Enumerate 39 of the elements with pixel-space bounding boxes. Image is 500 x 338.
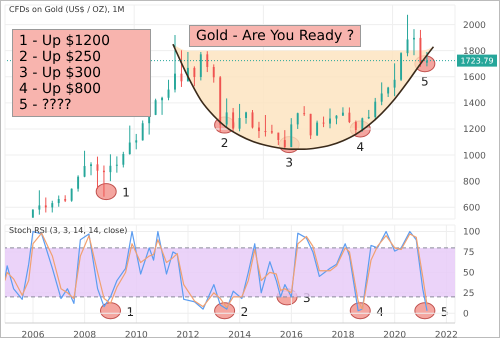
y-tick-label: 75 bbox=[463, 248, 474, 258]
annotation: 3 bbox=[285, 156, 294, 170]
heading-box: Gold - Are You Ready ? bbox=[189, 25, 362, 47]
x-tick-label: 2020 bbox=[383, 330, 406, 338]
ref-line-label: 1723.79 bbox=[460, 56, 494, 66]
annotation: 5 bbox=[421, 74, 429, 89]
annotation: 1 bbox=[122, 186, 130, 200]
y-tick-label: 25 bbox=[463, 288, 474, 299]
annotation: 2 bbox=[240, 304, 248, 319]
annotation: 3 - Up $300 bbox=[19, 65, 102, 81]
y-tick-label: 2000 bbox=[463, 20, 486, 31]
annotation: 2 bbox=[220, 136, 228, 150]
y-tick-label: 600 bbox=[463, 203, 480, 214]
y-tick-label: 100 bbox=[463, 228, 480, 238]
y-tick-label: 800 bbox=[463, 177, 480, 188]
annotation: 1 bbox=[126, 304, 134, 319]
y-tick-label: 0 bbox=[463, 309, 469, 320]
x-tick-label: 2018 bbox=[332, 330, 355, 338]
x-tick-label: 2014 bbox=[228, 330, 252, 338]
y-tick-label: 1200 bbox=[463, 125, 486, 136]
x-tick-label: 2022 bbox=[434, 330, 458, 338]
chart-title: CFDs on Gold (US$ / OZ), 1M bbox=[9, 5, 124, 14]
x-tick-label: 2012 bbox=[176, 330, 200, 338]
annotation: 4 - Up $800 bbox=[19, 81, 102, 97]
y-tick-label: 1600 bbox=[463, 72, 486, 83]
y-tick-label: 1400 bbox=[463, 99, 486, 110]
annotation: 2 - Up $250 bbox=[19, 49, 102, 65]
y-tick-label: 50 bbox=[463, 268, 475, 279]
annotation: 4 bbox=[356, 140, 364, 154]
x-tick-label: 2016 bbox=[280, 330, 304, 338]
x-tick-label: 2006 bbox=[22, 330, 45, 338]
annotation: 1 - Up $1200 bbox=[19, 33, 111, 49]
x-tick-label: 2010 bbox=[124, 330, 148, 338]
annotation: 5 - ???? bbox=[19, 97, 73, 113]
x-tick-label: 2008 bbox=[73, 330, 96, 338]
y-tick-label: 1000 bbox=[463, 151, 486, 162]
chart-title: Stoch RSI (3, 3, 14, 14, close) bbox=[9, 226, 128, 235]
y-tick-label: 1800 bbox=[463, 46, 486, 57]
annotation: 3 bbox=[303, 290, 311, 305]
